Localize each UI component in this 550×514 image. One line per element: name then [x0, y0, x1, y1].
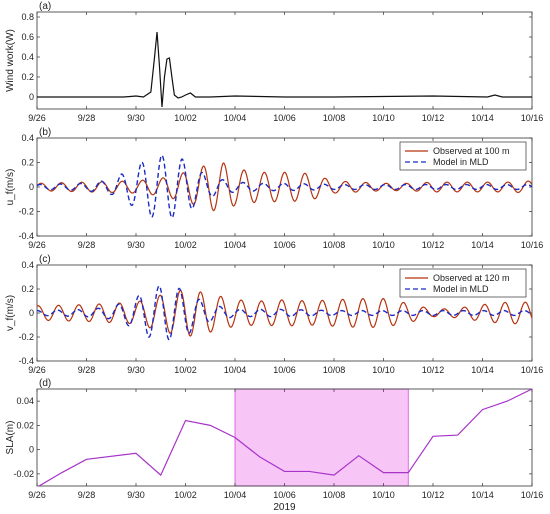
x-tick-label: 10/16	[521, 240, 544, 250]
x-tick-label: 10/02	[174, 113, 197, 123]
y-tick-label: 0.6	[21, 32, 34, 42]
y-tick-label: 0	[29, 445, 34, 455]
legend-box	[399, 141, 527, 171]
x-tick-label: 10/08	[323, 365, 346, 375]
y-tick-label: -0.02	[13, 469, 34, 479]
legend-label: Model in MLD	[433, 284, 489, 294]
y-tick-label: 0.2	[21, 158, 34, 168]
panel-label: (a)	[39, 1, 51, 12]
x-tick-label: 10/12	[422, 365, 445, 375]
x-tick-label: 10/04	[224, 365, 247, 375]
y-tick-label: 0.04	[16, 396, 34, 406]
x-tick-label: 10/12	[422, 490, 445, 500]
series-line-0	[37, 31, 532, 108]
x-tick-label: 10/02	[174, 490, 197, 500]
x-tick-label: 10/10	[372, 113, 395, 123]
y-tick-label: 0.4	[21, 52, 34, 62]
x-tick-label: 10/06	[273, 113, 296, 123]
x-tick-label: 10/04	[224, 240, 247, 250]
x-tick-label: 10/10	[372, 490, 395, 500]
panel-label: (b)	[39, 127, 51, 138]
y-tick-label: 0.4	[21, 260, 34, 270]
y-tick-label: -0.4	[18, 356, 34, 366]
y-axis-label: Wind work(W)	[5, 29, 16, 92]
series-line-0	[37, 162, 532, 212]
legend-label: Model in MLD	[433, 157, 489, 167]
x-tick-label: 10/14	[471, 240, 494, 250]
x-tick-label: 10/14	[471, 490, 494, 500]
x-tick-label: 9/26	[28, 240, 46, 250]
x-tick-label: 9/26	[28, 365, 46, 375]
series-line-0	[37, 389, 532, 486]
x-tick-label: 10/04	[224, 490, 247, 500]
x-tick-label: 10/04	[224, 113, 247, 123]
y-axis-label: v_f(m/s)	[5, 295, 16, 331]
x-tick-label: 10/10	[372, 240, 395, 250]
y-tick-label: -0.2	[18, 332, 34, 342]
x-tick-label: 9/28	[78, 490, 96, 500]
x-tick-label: 9/28	[78, 365, 96, 375]
panel-0: 9/26 9/28 9/30 10/02 10/04 10/06 10/08 10/10 10/…	[5, 1, 543, 123]
x-tick-label: 10/12	[422, 113, 445, 123]
x-axis-label: 2019	[273, 502, 296, 513]
legend-label: Observed at 120 m	[433, 273, 510, 283]
y-axis-label: u_f(m/s)	[5, 169, 16, 206]
panel-1: 9/26 9/28 9/30 10/02 10/04 10/06 10/08 10/10 10/…	[5, 127, 543, 250]
x-tick-label: 9/30	[127, 365, 145, 375]
x-tick-label: 9/26	[28, 490, 46, 500]
panel-2: 9/26 9/28 9/30 10/02 10/04 10/06 10/08 10/10 10/…	[5, 254, 543, 375]
y-axis-label: SLA(m)	[5, 421, 16, 455]
x-tick-label: 10/14	[471, 365, 494, 375]
x-tick-label: 9/28	[78, 240, 96, 250]
y-tick-label: 0.02	[16, 420, 34, 430]
x-tick-label: 10/02	[174, 365, 197, 375]
x-tick-label: 10/06	[273, 365, 296, 375]
x-tick-label: 10/08	[323, 113, 346, 123]
y-tick-label: -0.4	[18, 231, 34, 241]
y-tick-label: 0.2	[21, 72, 34, 82]
y-tick-label: 0	[29, 182, 34, 192]
x-tick-label: 10/16	[521, 113, 544, 123]
y-tick-label: -0.2	[18, 207, 34, 217]
panel-label: (d)	[39, 378, 51, 389]
y-tick-label: 0.8	[21, 12, 34, 22]
x-tick-label: 9/30	[127, 113, 145, 123]
x-tick-label: 9/28	[78, 113, 96, 123]
axes-box	[36, 11, 533, 110]
x-tick-label: 10/06	[273, 240, 296, 250]
x-tick-label: 10/08	[323, 240, 346, 250]
series-line-1	[37, 285, 532, 341]
y-tick-label: 0	[29, 308, 34, 318]
x-tick-label: 10/12	[422, 240, 445, 250]
x-tick-label: 10/08	[323, 490, 346, 500]
x-tick-label: 10/10	[372, 365, 395, 375]
y-tick-label: 0.4	[21, 133, 34, 143]
x-tick-label: 10/16	[521, 365, 544, 375]
legend-label: Observed at 100 m	[433, 146, 510, 156]
y-tick-label: 0.2	[21, 284, 34, 294]
x-tick-label: 9/30	[127, 490, 145, 500]
x-tick-label: 10/16	[521, 490, 544, 500]
panel-label: (c)	[39, 254, 51, 265]
x-tick-label: 9/30	[127, 240, 145, 250]
legend-box	[399, 268, 527, 298]
x-tick-label: 10/02	[174, 240, 197, 250]
panel-3: 9/26 9/28 9/30 10/02 10/04 10/06 10/08 10/10 10/…	[5, 378, 543, 513]
series-line-1	[37, 154, 532, 219]
x-tick-label: 10/14	[471, 113, 494, 123]
x-tick-label: 9/26	[28, 113, 46, 123]
y-tick-label: 0	[29, 92, 34, 102]
x-tick-label: 10/06	[273, 490, 296, 500]
